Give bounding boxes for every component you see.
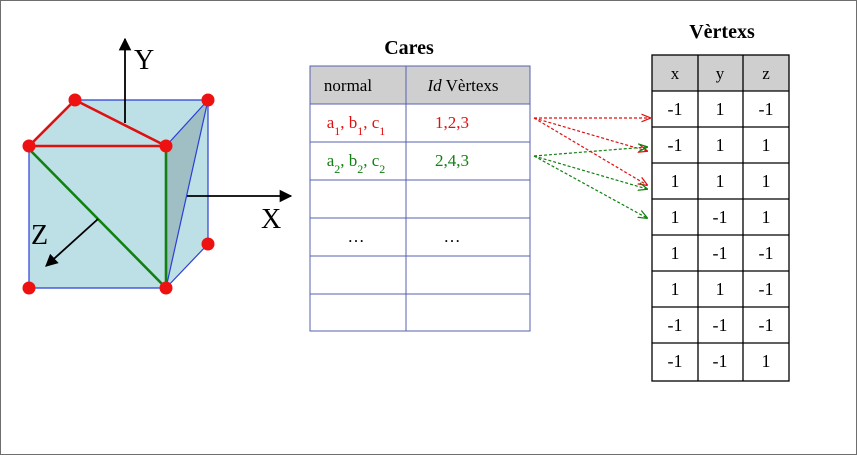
faces-header-vertex-word: Vèrtexs <box>446 76 499 95</box>
vertex-header-z: z <box>762 64 770 83</box>
face1-edge <box>28 99 76 147</box>
vertex-cell: 1 <box>716 99 725 119</box>
face-normal-cell: a2, b2, c2 <box>327 151 386 176</box>
faces-rows: a1, b1, c1 1,2,3 a2, b2, c2 2,4,3 … … <box>327 113 469 246</box>
face2-arrow-to-vertex3 <box>533 155 647 189</box>
faces-header-id-italic: Id <box>427 76 443 95</box>
vertex-table-title: Vèrtexs <box>689 21 755 43</box>
face2-arrow-to-vertex2 <box>533 147 647 157</box>
vertex-cells: x y z -1 1 -1 -1 1 1 1 1 1 1 -1 1 1 -1 -1 1 1 -1 -1 -1 -1 -1 -1 1 <box>668 64 774 371</box>
vertex-dot <box>159 281 173 295</box>
index-arrows <box>533 117 650 218</box>
vertex-cell: 1 <box>671 207 680 227</box>
vertex-cell: 1 <box>716 171 725 191</box>
vertex-cell: -1 <box>759 243 774 263</box>
faces-table-header-bg <box>310 66 530 104</box>
cube-edge <box>165 99 209 147</box>
vertex-dot <box>22 281 36 295</box>
y-axis-label: Y <box>134 45 154 76</box>
cube: Y X Z <box>22 37 293 295</box>
faces-table: Cares normal Id Vèrtexs a1, b1, c1 1,2,3a… <box>309 37 531 332</box>
vertex-cell: 1 <box>716 135 725 155</box>
vertex-cell: -1 <box>759 99 774 119</box>
vertex-header-x: x <box>671 64 680 83</box>
vertex-dot <box>159 139 173 153</box>
vertex-header-y: y <box>716 64 725 83</box>
vertex-cell: 1 <box>671 171 680 191</box>
face2-arrow-to-vertex4 <box>533 155 647 218</box>
vertex-cell: -1 <box>668 99 683 119</box>
vertex-table: Vèrtexs x y z -1 1 -1 -1 1 1 1 1 1 1 -1 1 1 -1 -1 1 1 -1 -1 -1… <box>651 21 790 382</box>
cube-edge <box>165 243 209 289</box>
vertex-cell: 1 <box>762 135 771 155</box>
face1-arrow-to-vertex2 <box>533 117 647 151</box>
vertex-dot <box>68 93 82 107</box>
vertex-cell: -1 <box>713 207 728 227</box>
faces-header-normal: normal <box>324 76 372 95</box>
vertex-cell: 1 <box>671 279 680 299</box>
vertex-cell: 1 <box>762 207 771 227</box>
vertex-dot <box>22 139 36 153</box>
faces-header-vertex-ids: Id Vèrtexs <box>427 76 499 95</box>
vertex-cell: -1 <box>713 315 728 335</box>
z-axis-arrow <box>45 218 99 267</box>
vertex-cell: -1 <box>668 351 683 371</box>
faces-table-title: Cares <box>384 37 434 59</box>
vertex-cell: 1 <box>762 171 771 191</box>
vertex-cell: 1 <box>716 279 725 299</box>
face-vertex-ids-cell: … <box>444 227 461 246</box>
vertex-cell: 1 <box>762 351 771 371</box>
vertex-cell: -1 <box>668 315 683 335</box>
vertex-cell: -1 <box>668 135 683 155</box>
vertex-table-header-bg <box>652 55 789 91</box>
face-normal-cell: … <box>348 227 365 246</box>
vertex-cell: -1 <box>759 279 774 299</box>
vertex-cell: -1 <box>759 315 774 335</box>
face1-edge <box>74 98 167 148</box>
vertex-dot <box>201 237 215 251</box>
vertex-dot <box>201 93 215 107</box>
face-vertex-ids-cell: 1,2,3 <box>435 113 469 132</box>
face-normal-cell: a1, b1, c1 <box>327 113 386 138</box>
vertex-cell: -1 <box>713 243 728 263</box>
x-axis-label: X <box>261 204 281 235</box>
cube-edge <box>165 99 209 289</box>
z-axis-label: Z <box>31 220 48 251</box>
vertex-cell: 1 <box>671 243 680 263</box>
face-vertex-ids-cell: 2,4,3 <box>435 151 469 170</box>
vertex-cell: -1 <box>713 351 728 371</box>
